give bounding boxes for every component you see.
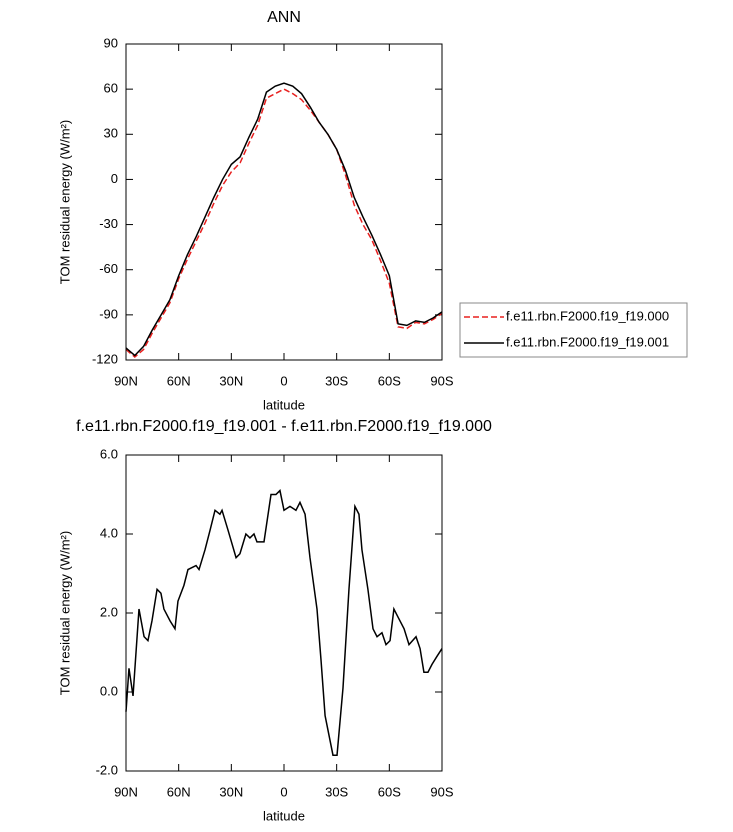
- x-axis-label: latitude: [263, 808, 305, 823]
- chart-title: f.e11.rbn.F2000.f19_f19.001 - f.e11.rbn.…: [76, 418, 492, 435]
- y-tick-label: -120: [92, 351, 118, 366]
- legend-label: f.e11.rbn.F2000.f19_f19.001: [506, 334, 669, 349]
- x-tick-label: 30N: [219, 373, 243, 388]
- plot-frame: [125, 43, 443, 361]
- x-tick-label: 90S: [430, 373, 453, 388]
- y-tick-label: 30: [104, 126, 118, 141]
- x-tick-label: 60N: [167, 373, 191, 388]
- x-tick-label: 90S: [430, 784, 453, 799]
- y-tick-label: 0: [111, 171, 118, 186]
- x-tick-label: 60S: [378, 373, 401, 388]
- y-tick-label: -60: [99, 261, 118, 276]
- x-tick-label: 30S: [325, 373, 348, 388]
- y-tick-label: 6.0: [100, 446, 118, 461]
- y-tick-label: -90: [99, 306, 118, 321]
- legend-box: [459, 302, 688, 358]
- x-tick-label: 30N: [219, 784, 243, 799]
- y-tick-label: 4.0: [100, 525, 118, 540]
- x-tick-label: 60N: [167, 784, 191, 799]
- x-tick-label: 90N: [114, 784, 138, 799]
- x-tick-label: 90N: [114, 373, 138, 388]
- data-line: [125, 88, 443, 358]
- x-tick-label: 0: [280, 784, 287, 799]
- legend-label: f.e11.rbn.F2000.f19_f19.000: [506, 308, 669, 323]
- data-line: [125, 82, 443, 357]
- y-tick-label: -30: [99, 216, 118, 231]
- y-axis-label: TOM residual energy (W/m²): [57, 531, 72, 695]
- x-tick-label: 30S: [325, 784, 348, 799]
- data-line: [125, 489, 443, 756]
- plot-frame: [125, 454, 443, 772]
- y-tick-label: 0.0: [100, 683, 118, 698]
- x-tick-label: 0: [280, 373, 287, 388]
- chart-title: ANN: [267, 9, 301, 26]
- x-axis-label: latitude: [263, 397, 305, 412]
- y-tick-label: 60: [104, 81, 118, 96]
- y-axis-label: TOM residual energy (W/m²): [57, 120, 72, 284]
- y-tick-label: 2.0: [100, 604, 118, 619]
- x-tick-label: 60S: [378, 784, 401, 799]
- y-tick-label: -2.0: [96, 762, 118, 777]
- y-tick-label: 90: [104, 35, 118, 50]
